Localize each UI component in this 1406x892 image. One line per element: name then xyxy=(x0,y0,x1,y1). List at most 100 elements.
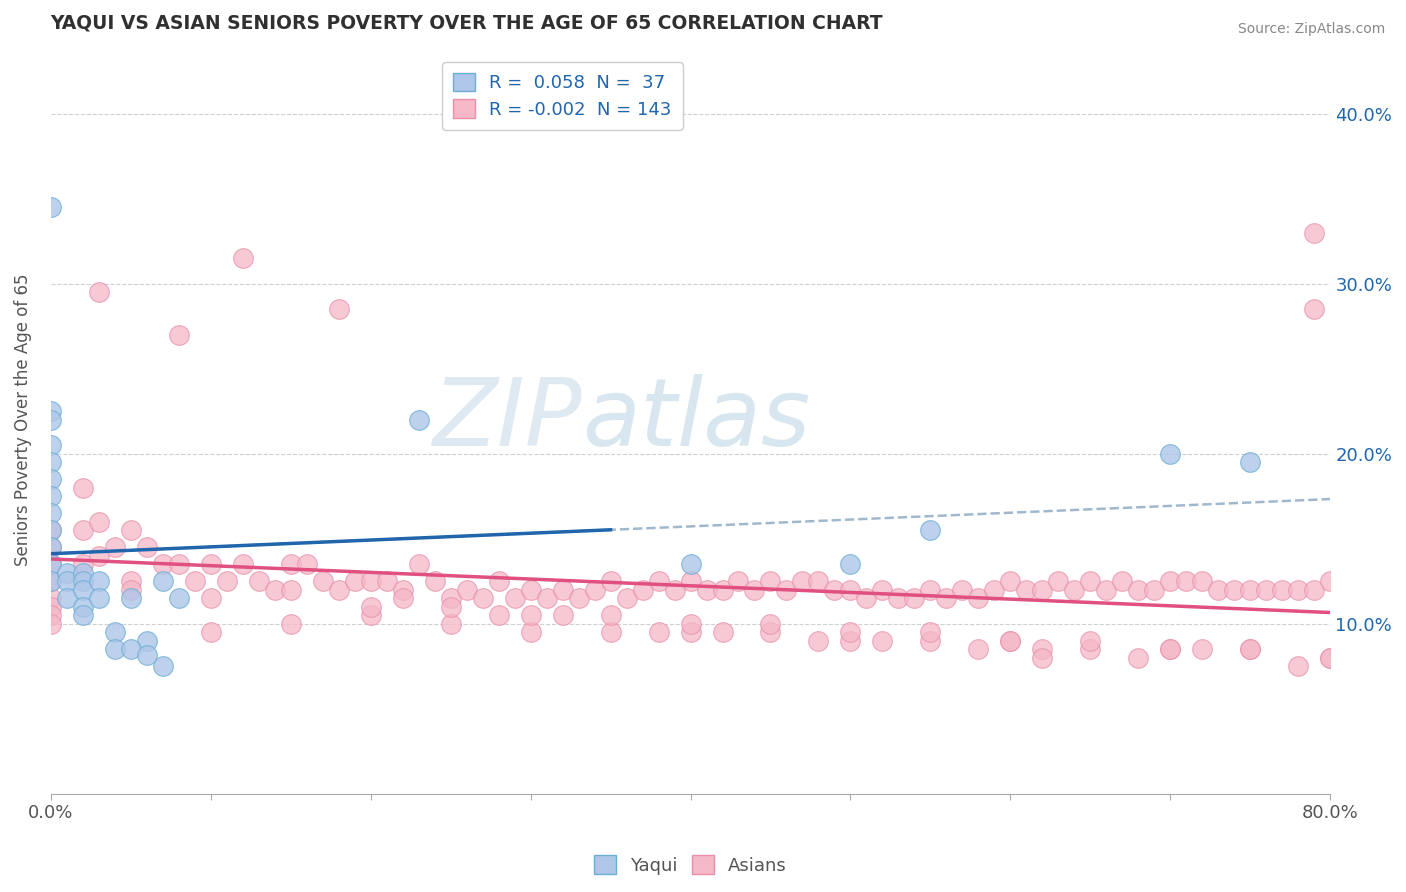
Point xyxy=(87,574,110,589)
Point xyxy=(935,591,957,606)
Point xyxy=(1303,302,1326,317)
Point xyxy=(679,574,702,589)
Point xyxy=(200,625,222,640)
Point xyxy=(647,574,669,589)
Point xyxy=(1159,447,1181,461)
Point xyxy=(1286,582,1309,597)
Point xyxy=(583,582,606,597)
Point xyxy=(1175,574,1198,589)
Point xyxy=(167,591,190,606)
Point xyxy=(1000,574,1022,589)
Text: ZIP: ZIP xyxy=(432,375,582,466)
Point xyxy=(1239,642,1261,657)
Point xyxy=(872,582,894,597)
Point xyxy=(920,524,942,538)
Point xyxy=(1303,226,1326,240)
Point xyxy=(1095,582,1118,597)
Point xyxy=(72,558,94,572)
Point xyxy=(695,582,717,597)
Point xyxy=(775,582,797,597)
Point xyxy=(39,574,62,589)
Point xyxy=(280,617,302,632)
Point xyxy=(72,574,94,589)
Point xyxy=(488,608,510,623)
Point xyxy=(679,625,702,640)
Point xyxy=(551,582,574,597)
Point xyxy=(551,608,574,623)
Point xyxy=(1159,642,1181,657)
Point xyxy=(39,507,62,521)
Point xyxy=(104,642,127,657)
Point xyxy=(1128,582,1150,597)
Point xyxy=(120,574,142,589)
Point xyxy=(519,582,541,597)
Point xyxy=(1080,642,1102,657)
Point xyxy=(55,574,77,589)
Point xyxy=(903,591,925,606)
Point xyxy=(39,404,62,418)
Point xyxy=(744,582,766,597)
Point xyxy=(1015,582,1038,597)
Point xyxy=(152,558,174,572)
Point xyxy=(183,574,205,589)
Point xyxy=(72,582,94,597)
Point xyxy=(1143,582,1166,597)
Point xyxy=(120,582,142,597)
Point xyxy=(807,634,830,648)
Point xyxy=(104,625,127,640)
Point xyxy=(120,524,142,538)
Point xyxy=(759,574,782,589)
Point xyxy=(679,558,702,572)
Point xyxy=(1047,574,1070,589)
Point xyxy=(87,591,110,606)
Point xyxy=(247,574,270,589)
Point xyxy=(439,591,461,606)
Point xyxy=(360,574,382,589)
Point xyxy=(391,582,413,597)
Point xyxy=(39,524,62,538)
Point xyxy=(1319,651,1341,665)
Point xyxy=(39,608,62,623)
Point xyxy=(55,566,77,580)
Point xyxy=(1191,574,1213,589)
Point xyxy=(1303,582,1326,597)
Point xyxy=(72,608,94,623)
Point xyxy=(920,582,942,597)
Point xyxy=(39,599,62,614)
Point xyxy=(1000,634,1022,648)
Text: atlas: atlas xyxy=(582,375,810,466)
Point xyxy=(887,591,910,606)
Point xyxy=(1080,574,1102,589)
Point xyxy=(503,591,526,606)
Point xyxy=(1159,642,1181,657)
Point xyxy=(39,455,62,469)
Point xyxy=(967,591,990,606)
Point xyxy=(983,582,1005,597)
Point xyxy=(152,574,174,589)
Point xyxy=(599,625,621,640)
Point xyxy=(72,481,94,495)
Point xyxy=(167,558,190,572)
Point xyxy=(1319,651,1341,665)
Point xyxy=(855,591,877,606)
Text: Source: ZipAtlas.com: Source: ZipAtlas.com xyxy=(1237,22,1385,37)
Point xyxy=(152,659,174,673)
Point xyxy=(759,625,782,640)
Point xyxy=(1159,574,1181,589)
Point xyxy=(1239,455,1261,469)
Point xyxy=(711,625,734,640)
Point xyxy=(39,558,62,572)
Point xyxy=(408,558,430,572)
Point xyxy=(87,515,110,529)
Text: YAQUI VS ASIAN SENIORS POVERTY OVER THE AGE OF 65 CORRELATION CHART: YAQUI VS ASIAN SENIORS POVERTY OVER THE … xyxy=(51,14,883,33)
Point xyxy=(39,472,62,486)
Point xyxy=(920,625,942,640)
Point xyxy=(39,200,62,214)
Point xyxy=(39,617,62,632)
Point xyxy=(488,574,510,589)
Point xyxy=(1031,582,1053,597)
Point xyxy=(263,582,285,597)
Legend: Yaqui, Asians: Yaqui, Asians xyxy=(586,848,794,882)
Point xyxy=(39,524,62,538)
Point xyxy=(72,524,94,538)
